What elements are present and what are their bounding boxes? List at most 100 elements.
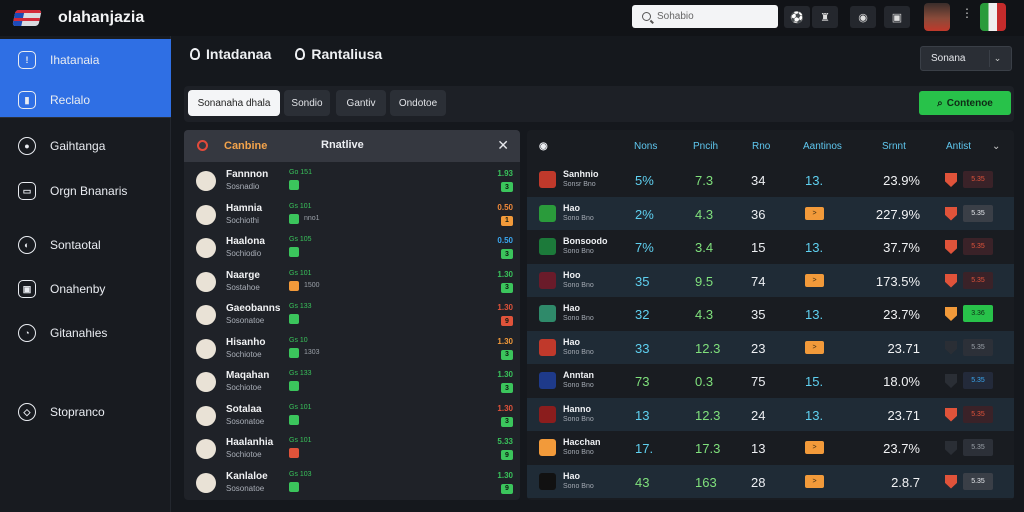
bet-button[interactable]: 5.35 bbox=[963, 171, 993, 188]
odds-badge[interactable]: 9 bbox=[501, 483, 513, 494]
odds-badge[interactable]: 3 bbox=[501, 383, 513, 393]
tab-1[interactable]: Sondio bbox=[284, 90, 330, 116]
bet-button[interactable]: 5.35 bbox=[963, 405, 993, 423]
table-row[interactable]: Hao Sono Bno 32 4.3 35 13. 23.7% 3.36 bbox=[527, 297, 1014, 331]
odds-value[interactable]: 1.30 bbox=[497, 403, 513, 413]
trophy-button[interactable]: ♜ bbox=[812, 6, 838, 28]
chevron-down-icon[interactable]: ⌄ bbox=[992, 141, 1001, 152]
tab-3[interactable]: Ondotoe bbox=[390, 90, 446, 116]
bet-button[interactable]: 5.35 bbox=[963, 439, 993, 456]
table-row[interactable]: Hanno Sono Bno 13 12.3 24 13. 23.71 5.35 bbox=[527, 397, 1014, 431]
app-logo[interactable] bbox=[12, 10, 42, 26]
odds-badge[interactable]: 9 bbox=[501, 316, 513, 326]
close-icon[interactable]: ✕ bbox=[497, 137, 509, 153]
primary-action-button[interactable]: ⌕ Contenoe bbox=[919, 91, 1011, 115]
bet-button[interactable]: 5.35 bbox=[963, 271, 993, 289]
col-header[interactable]: Rno bbox=[752, 141, 771, 152]
search-icon: ⌕ bbox=[937, 97, 943, 109]
match-code: Gs 101 bbox=[289, 437, 312, 444]
aantinos-chip: > bbox=[805, 206, 824, 220]
sidebar-item-4[interactable]: ◐ Sontaotal bbox=[0, 227, 171, 263]
table-row[interactable]: Anntan Sono Bno 73 0.3 75 15. 18.0% 5.35 bbox=[527, 364, 1014, 398]
odds-badge[interactable]: 9 bbox=[501, 450, 513, 460]
sport-select[interactable]: Sonana ⌄ bbox=[920, 46, 1012, 71]
match-row[interactable]: Haalanhia Sochiotoe Gs 101 5.33 9 bbox=[184, 433, 520, 467]
odds-value[interactable]: 0.50 bbox=[497, 202, 513, 212]
col-header[interactable]: Srnnt bbox=[882, 141, 906, 152]
sidebar-item-3[interactable]: ▭ Orgn Bnanaris bbox=[0, 173, 171, 209]
bet-button[interactable]: 5.35 bbox=[963, 338, 993, 356]
match-row[interactable]: Sotalaa Sosonatoe Gs 101 1.30 3 bbox=[184, 400, 520, 434]
bet-button[interactable]: 5.35 bbox=[963, 204, 993, 222]
sidebar-item-1[interactable]: ▮ Reclalo bbox=[0, 82, 171, 118]
user-avatar[interactable] bbox=[924, 3, 950, 31]
match-row[interactable]: Haalona Sochiodio Gs 105 0.50 3 bbox=[184, 232, 520, 266]
match-row[interactable]: Fannnon Sosnadio Go 151 1.93 3 bbox=[184, 165, 520, 199]
tab-2[interactable]: Gantiv bbox=[336, 90, 386, 116]
tab-0[interactable]: Sonanaha dhala bbox=[188, 90, 280, 116]
settings-button[interactable]: ▣ bbox=[884, 6, 910, 28]
breadcrumb-item-1[interactable]: Intadanaa bbox=[190, 46, 271, 62]
match-name: Sotalaa bbox=[226, 403, 262, 415]
match-name: Fannnon bbox=[226, 169, 269, 180]
odds-value[interactable]: 1.30 bbox=[497, 336, 513, 346]
bet-button[interactable]: 5.35 bbox=[963, 238, 993, 255]
col-header[interactable]: Nons bbox=[634, 141, 658, 152]
match-row[interactable]: Hisanho Sochiotoe Gs 10 1303 1.30 3 bbox=[184, 333, 520, 367]
odds-value[interactable]: 1.30 bbox=[497, 370, 513, 379]
col-header[interactable]: Antist bbox=[946, 141, 972, 152]
soccer-ball-button[interactable]: ⚽ bbox=[784, 6, 810, 28]
odds-value[interactable]: 5.33 bbox=[497, 437, 513, 446]
match-row[interactable]: Kanlaloe Sosonatoe Gs 103 1.30 9 bbox=[184, 467, 520, 501]
table-row[interactable]: Hao Sono Bno 43 163 28 >2.8.7 5.35 bbox=[527, 464, 1014, 498]
helmet-icon: ◔ bbox=[18, 324, 36, 342]
table-row[interactable]: Bonsoodo Sono Bno 7% 3.4 15 13. 37.7% 5.35 bbox=[527, 230, 1014, 264]
status-chip bbox=[289, 381, 299, 391]
odds-badge[interactable]: 3 bbox=[501, 282, 513, 293]
bet-button[interactable]: 5.35 bbox=[963, 472, 993, 490]
sidebar-item-7[interactable]: ◇ Stopranco bbox=[0, 394, 171, 430]
match-row[interactable]: Hamnia Sochiothi Gs 101 nno1 0.50 1 bbox=[184, 199, 520, 233]
table-row[interactable]: Hacchan Sono Bno 17. 17.3 13 >23.7% 5.35 bbox=[527, 431, 1014, 465]
odds-badge[interactable]: 3 bbox=[501, 249, 513, 259]
search-placeholder: Sohabio bbox=[657, 11, 694, 22]
match-name: Hisanho bbox=[226, 336, 266, 348]
more-menu-icon[interactable]: ⋮ bbox=[961, 6, 973, 20]
match-sub: Sochiotoe bbox=[226, 349, 262, 359]
odds-badge[interactable]: 3 bbox=[501, 416, 513, 427]
match-row[interactable]: Naarge Sostahoe Gs 101 1500 1.30 3 bbox=[184, 266, 520, 300]
odds-value[interactable]: 1.30 bbox=[497, 269, 513, 279]
table-row[interactable]: Hao Sono Bno 33 12.3 23 >23.71 5.35 bbox=[527, 330, 1014, 364]
pncih-value: 4.3 bbox=[695, 206, 714, 222]
match-sub: Sostahoe bbox=[226, 282, 260, 292]
odds-badge[interactable]: 3 bbox=[501, 349, 513, 360]
match-row[interactable]: Maqahan Sochiotoe Gs 133 1.30 3 bbox=[184, 366, 520, 400]
bet-button[interactable]: 3.36 bbox=[963, 305, 993, 322]
table-row[interactable]: Hao Sono Bno 2% 4.3 36 >227.9% 5.35 bbox=[527, 196, 1014, 230]
aantinos-value: 13. bbox=[805, 173, 824, 188]
table-row[interactable]: Hoo Sono Bno 35 9.5 74 >173.5% 5.35 bbox=[527, 263, 1014, 297]
table-row[interactable]: Sanhnio Sonsr Bno 5% 7.3 34 13. 23.9% 5.35 bbox=[527, 163, 1014, 197]
col-header[interactable]: Pncih bbox=[693, 141, 719, 152]
odds-table: ◉ Nons Pncih Rno Aantinos Srnnt Antist ⌄… bbox=[527, 130, 1014, 500]
aantinos-value: 15. bbox=[805, 374, 824, 389]
sidebar-item-6[interactable]: ◔ Gitanahies bbox=[0, 315, 171, 351]
odds-badge[interactable]: 1 bbox=[501, 215, 513, 226]
odds-value[interactable]: 1.93 bbox=[497, 169, 513, 178]
sidebar-item-0[interactable]: ! Ihatanaia bbox=[0, 42, 171, 78]
odds-badge[interactable]: 3 bbox=[501, 182, 513, 192]
sidebar-item-2[interactable]: ● Gaihtanga bbox=[0, 128, 171, 164]
col-header[interactable]: Aantinos bbox=[803, 141, 842, 152]
bet-button[interactable]: 5.35 bbox=[963, 372, 993, 389]
match-row[interactable]: Gaeobanns Sosonatoe Gs 133 1.30 9 bbox=[184, 299, 520, 333]
team-sub: Sono Bno bbox=[563, 382, 594, 389]
odds-value[interactable]: 1.30 bbox=[497, 470, 513, 480]
odds-value[interactable]: 1.30 bbox=[497, 303, 513, 312]
search-input[interactable]: Sohabio bbox=[632, 5, 778, 28]
odds-value[interactable]: 0.50 bbox=[497, 236, 513, 245]
breadcrumb-item-2[interactable]: Rantaliusa bbox=[295, 46, 382, 62]
notification-button[interactable]: ◉ bbox=[850, 6, 876, 28]
team-crest-avatar[interactable] bbox=[980, 3, 1006, 31]
sidebar-item-5[interactable]: ▣ Onahenby bbox=[0, 271, 171, 307]
team-sub: Sono Bno bbox=[563, 482, 594, 490]
